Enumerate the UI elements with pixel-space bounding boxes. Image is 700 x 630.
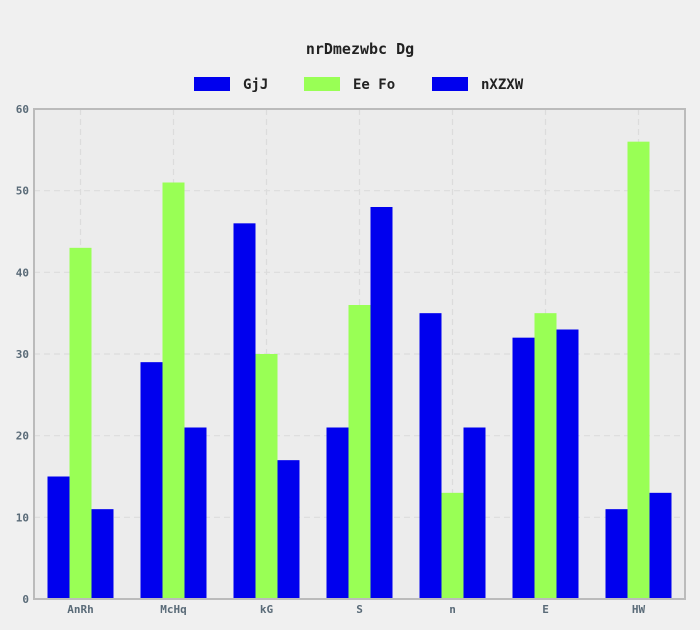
bar: [184, 427, 207, 599]
y-tick-label: 20: [16, 430, 29, 443]
legend-label: Ee Fo: [353, 77, 395, 93]
chart-title: nrDmezwbc Dg: [306, 40, 414, 58]
bar: [140, 362, 163, 599]
y-tick-label: 30: [16, 348, 29, 361]
bar: [277, 460, 300, 599]
bar: [605, 509, 628, 599]
plot-frame: [33, 108, 686, 600]
y-tick-label: 0: [22, 593, 29, 606]
bar: [512, 337, 535, 599]
y-tick-label: 50: [16, 185, 29, 198]
y-tick-label: 60: [16, 103, 29, 116]
legend-label: nXZXW: [481, 77, 524, 93]
legend-swatch: [194, 77, 230, 91]
legend-label: GjJ: [243, 77, 268, 93]
x-tick-label: S: [356, 603, 363, 616]
bar: [255, 354, 278, 599]
bar: [370, 207, 393, 599]
legend: GjJ Ee Fo nXZXW: [194, 77, 524, 93]
bar: [47, 476, 70, 599]
bar: [556, 329, 579, 599]
bar: [649, 492, 672, 599]
legend-swatch: [304, 77, 340, 91]
y-tick-label: 10: [16, 511, 29, 524]
x-tick-label: HW: [632, 603, 646, 616]
bar: [348, 305, 371, 599]
legend-swatch: [432, 77, 468, 91]
bar: [91, 509, 114, 599]
bar: [233, 223, 256, 600]
x-tick-label: AnRh: [67, 603, 94, 616]
x-tick-label: E: [542, 603, 549, 616]
bar: [627, 141, 650, 599]
x-tick-label: n: [449, 603, 456, 616]
bar: [441, 492, 464, 599]
bar: [419, 313, 442, 599]
bar: [162, 182, 185, 599]
bar: [69, 247, 92, 600]
bar: [463, 427, 486, 599]
x-tick-label: McHq: [160, 603, 187, 616]
bar: [326, 427, 349, 599]
x-tick-label: kG: [260, 603, 274, 616]
bar: [534, 313, 557, 599]
y-tick-label: 40: [16, 266, 29, 279]
